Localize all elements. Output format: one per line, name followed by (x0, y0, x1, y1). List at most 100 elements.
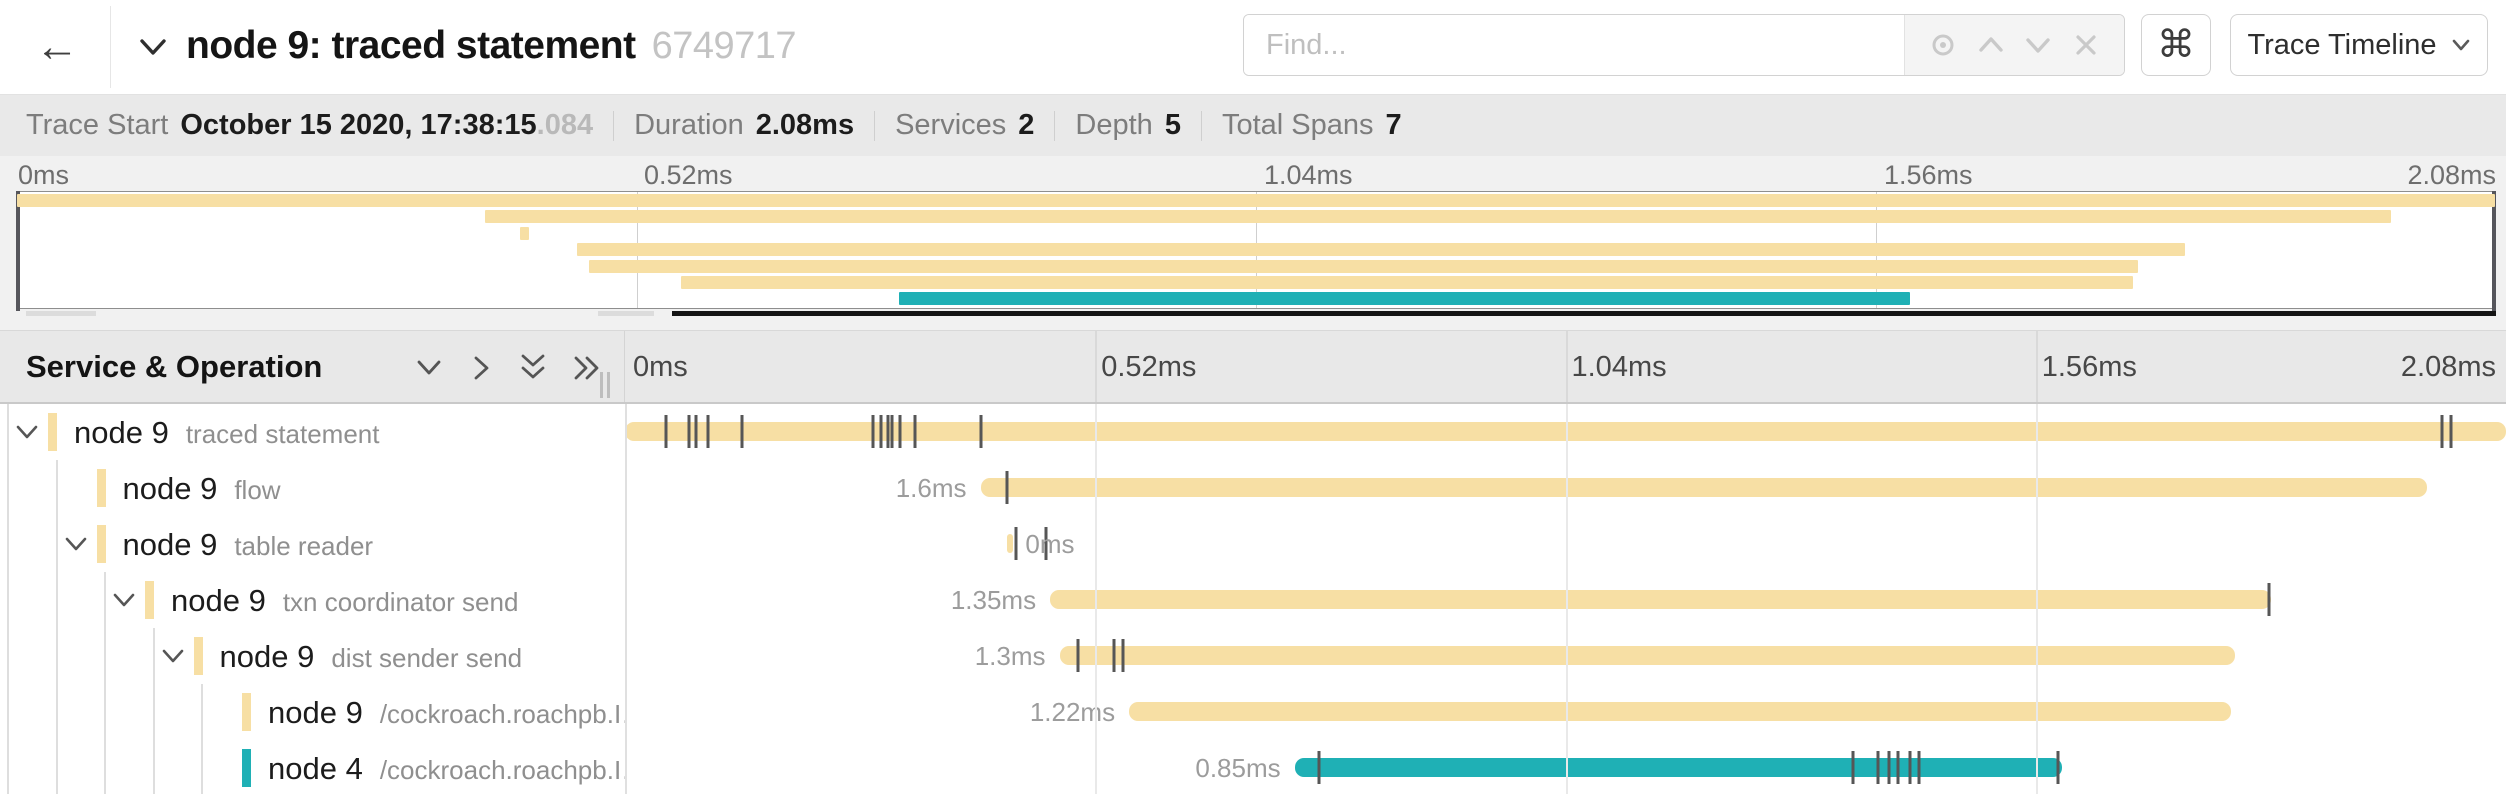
locate-icon[interactable] (1926, 28, 1960, 62)
tree-indent-guide (201, 740, 203, 794)
trace-summary-item: Services 2 (895, 109, 1034, 142)
minimap-canvas[interactable] (16, 191, 2496, 311)
trace-minimap: 0ms 0.52ms 1.04ms 1.56ms 2.08ms (0, 156, 2506, 330)
service-color-block (242, 693, 251, 731)
trace-summary-item: Duration 2.08ms (634, 109, 854, 142)
tree-indent-guide (7, 404, 9, 460)
span-log-tick (1121, 639, 1125, 672)
page-header: ← node 9: traced statement 6749717 ⌘ Trac… (0, 0, 2506, 95)
minimap-axis-label: 1.56ms (1884, 160, 1973, 190)
span-row[interactable]: node 9 traced statement (0, 404, 2506, 460)
minimap-scrollbar[interactable] (0, 310, 2506, 318)
expand-chevron-down-icon[interactable] (12, 419, 42, 445)
summary-value: 7 (1385, 109, 1402, 141)
span-duration-bar[interactable] (625, 422, 2506, 441)
span-name-cell[interactable]: node 9 flow (0, 460, 625, 516)
service-operation-header: Service & Operation (0, 331, 625, 402)
span-log-tick (1112, 639, 1116, 672)
service-color-block (48, 413, 57, 451)
trace-summary-item: Depth 5 (1075, 109, 1181, 142)
tree-indent-guide (152, 684, 155, 740)
chevron-down-icon (2452, 39, 2469, 51)
minimap-left-scrubber[interactable] (16, 191, 20, 311)
expand-all-double-chevron-right-icon[interactable] (568, 353, 602, 383)
minimap-span-bar (520, 226, 529, 240)
span-duration-bar[interactable] (1050, 590, 2271, 609)
tree-indent-guide (7, 460, 9, 516)
ruler-gridline (1565, 331, 1568, 402)
span-log-tick (2056, 751, 2060, 784)
info-separator (1200, 110, 1202, 141)
expand-chevron-down-icon[interactable] (109, 587, 139, 613)
span-duration-bar[interactable] (1059, 646, 2236, 665)
column-resize-grip[interactable] (600, 372, 614, 398)
span-log-tick (706, 415, 710, 448)
span-name-cell[interactable]: node 4/cockroach.roachpb.I… (0, 740, 625, 794)
find-input[interactable] (1244, 15, 1904, 75)
span-row[interactable]: node 9 table reader 0ms (0, 516, 2506, 572)
tree-indent-guide (55, 684, 58, 740)
ruler-tick-label: 1.04ms (1571, 351, 1667, 383)
summary-label: Total Spans (1221, 109, 1374, 141)
prev-result-chevron-up-icon[interactable] (1974, 28, 2008, 62)
collapse-all-double-chevron-down-icon[interactable] (516, 353, 550, 383)
page-title: node 9: traced statement 6749717 (186, 24, 797, 68)
span-log-tick (2267, 583, 2271, 616)
keyboard-shortcuts-button[interactable]: ⌘ (2141, 14, 2211, 76)
service-color-block (96, 469, 106, 507)
tree-indent-guide (7, 740, 9, 794)
span-log-tick (1076, 639, 1080, 672)
clear-find-x-icon[interactable] (2069, 28, 2103, 62)
scrollbar-nub (598, 311, 654, 316)
span-row[interactable]: node 9 txn coordinator send 1.35ms (0, 572, 2506, 628)
span-name-cell[interactable]: node 9 table reader (0, 516, 625, 572)
service-name: node 9 traced statement (74, 415, 380, 450)
next-result-chevron-down-icon[interactable] (2021, 28, 2055, 62)
span-log-tick (1896, 751, 1900, 784)
trace-summary-item: Trace Start October 15 2020, 17:38:15.084 (26, 109, 593, 142)
minimap-right-scrubber[interactable] (2492, 191, 2496, 311)
tree-indent-guide (7, 628, 9, 684)
service-color-block (242, 749, 251, 787)
trace-summary-item: Total Spans 7 (1222, 109, 1402, 142)
collapse-one-chevron-down-icon[interactable] (412, 353, 446, 383)
trace-title: node 9: traced statement (186, 24, 636, 67)
service-name: node 4/cockroach.roachpb.I… (268, 751, 625, 787)
tree-indent-guide (152, 628, 155, 684)
span-duration-bar[interactable] (1294, 758, 2063, 777)
tree-indent-guide (7, 516, 9, 572)
collapse-controls (412, 353, 602, 383)
span-row[interactable]: node 9 flow 1.6ms (0, 460, 2506, 516)
span-name-cell[interactable]: node 9 txn coordinator send (0, 572, 625, 628)
span-name-cell[interactable]: node 9 dist sender send (0, 628, 625, 684)
ruler-tick-label: 0ms (633, 351, 688, 383)
span-duration-bar[interactable] (1006, 534, 1014, 553)
span-log-tick (664, 415, 668, 448)
expand-chevron-down-icon[interactable] (158, 643, 188, 669)
minimap-axis-label: 1.04ms (1264, 160, 1353, 190)
ruler-tick-label: 2.08ms (2400, 351, 2496, 383)
span-track: 1.22ms (625, 684, 2506, 740)
collapse-title-chevron-down-icon[interactable] (136, 32, 170, 62)
timeline-ruler: 0ms 0.52ms 1.04ms 1.56ms 2.08ms (625, 331, 2506, 402)
span-row[interactable]: node 9/cockroach.roachpb.I… 1.22ms (0, 684, 2506, 740)
view-selector-dropdown[interactable]: Trace Timeline (2230, 14, 2488, 76)
span-duration-bar[interactable] (1129, 702, 2232, 721)
span-row[interactable]: node 9 dist sender send 1.3ms (0, 628, 2506, 684)
tree-indent-guide (55, 740, 58, 794)
tree-indent-guide (55, 516, 58, 572)
span-duration-label: 1.6ms (895, 473, 967, 503)
minimap-axis-label: 2.08ms (2407, 160, 2496, 190)
span-row[interactable]: node 4/cockroach.roachpb.I… 0.85ms (0, 740, 2506, 794)
minimap-span-bar (899, 292, 1911, 306)
span-name-cell[interactable]: node 9/cockroach.roachpb.I… (0, 684, 625, 740)
expand-one-chevron-right-icon[interactable] (464, 353, 498, 383)
summary-value: 2.08ms (755, 109, 855, 141)
span-duration-bar[interactable] (980, 478, 2427, 497)
expand-chevron-down-icon[interactable] (61, 531, 91, 557)
span-name-cell[interactable]: node 9 traced statement (0, 404, 625, 460)
back-button[interactable]: ← (28, 18, 86, 76)
timeline-header: Service & Operation 0ms 0.52ms 1.04ms 1.56m… (0, 330, 2506, 404)
span-log-tick (913, 415, 917, 448)
